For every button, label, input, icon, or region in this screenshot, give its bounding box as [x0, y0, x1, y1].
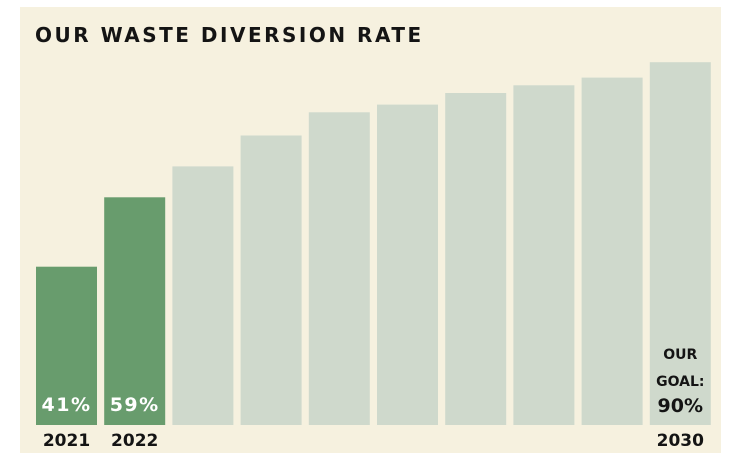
value-label-2022: 59% — [110, 394, 160, 416]
bar-2023 — [172, 166, 234, 425]
bar-2030 — [649, 62, 711, 425]
goal-value-label: 90% — [658, 395, 703, 417]
bar-2025 — [308, 112, 370, 426]
bar-2026 — [377, 104, 438, 425]
bar-2027 — [445, 93, 507, 425]
bar-2021 — [36, 266, 97, 425]
bar-2022 — [104, 197, 166, 425]
bar-2029 — [581, 77, 643, 425]
bar-2024 — [240, 135, 302, 425]
category-label-2021: 2021 — [43, 431, 90, 451]
category-label-2022: 2022 — [111, 431, 158, 451]
bar-2028 — [513, 85, 575, 426]
value-label-2021: 41% — [42, 394, 92, 416]
chart-title: OUR WASTE DIVERSION RATE — [35, 23, 424, 47]
goal-label-line-1: OUR — [663, 347, 697, 363]
category-label-2030: 2030 — [657, 431, 704, 451]
goal-label-line-2: GOAL: — [656, 374, 704, 390]
